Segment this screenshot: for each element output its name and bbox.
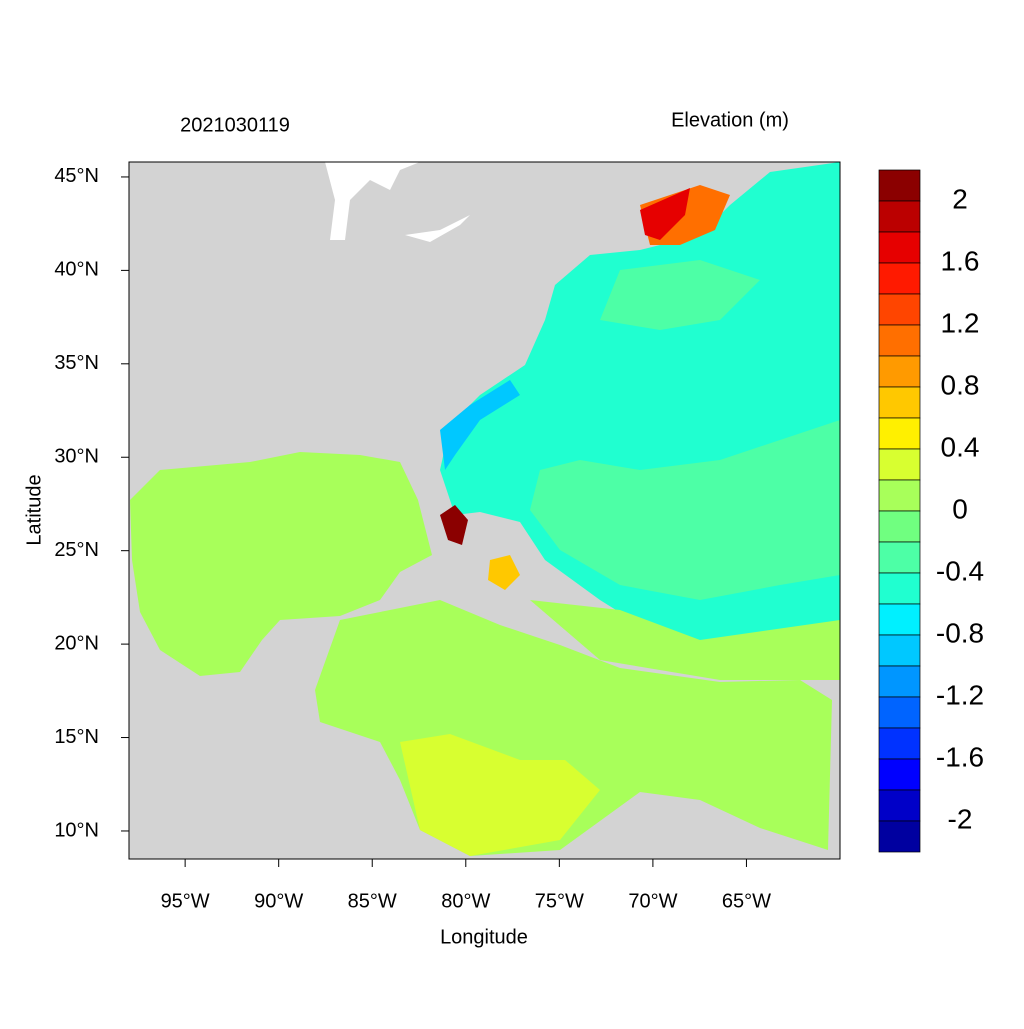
colorbar-box — [878, 758, 921, 791]
great-lakes — [325, 162, 470, 242]
colorbar-label: -0.4 — [936, 555, 984, 586]
colorbar-box — [878, 789, 921, 822]
colorbar-box — [878, 231, 921, 264]
map-title: 2021030119 — [180, 114, 290, 136]
plot-frame — [128, 161, 841, 860]
florida-surge — [440, 505, 468, 545]
colorbar-label: 2 — [952, 183, 968, 214]
colorbar-box — [878, 324, 921, 357]
x-tick-label: 85°W — [348, 890, 397, 912]
colorbar-label: -0.8 — [936, 617, 984, 648]
y-tick-label: 15°N — [54, 726, 99, 748]
x-tick-label: 65°W — [722, 890, 771, 912]
colorbar-box — [878, 448, 921, 481]
y-tick-label: 40°N — [54, 259, 99, 281]
colorbar-label: 0.4 — [941, 431, 980, 462]
colorbar-label: -1.6 — [936, 741, 984, 772]
gulf-of-maine-core — [640, 188, 690, 240]
colorbar-box — [878, 820, 921, 853]
x-tick-label: 95°W — [161, 890, 210, 912]
colorbar-label: -1.2 — [936, 679, 984, 710]
y-axis-label: Latitude — [23, 474, 45, 545]
y-tick-label: 45°N — [54, 165, 99, 187]
y-tick-label: 10°N — [54, 819, 99, 841]
map — [128, 161, 841, 860]
colorbar-label: 0 — [952, 493, 968, 524]
y-tick-label: 25°N — [54, 539, 99, 561]
colorbar-label: -2 — [948, 803, 973, 834]
colorbar-box — [878, 541, 921, 574]
colorbar-box — [878, 479, 921, 512]
x-axis-label: Longitude — [440, 926, 528, 948]
colorbar-box — [878, 510, 921, 543]
x-tick-label: 70°W — [628, 890, 677, 912]
colorbar-box — [878, 417, 921, 450]
colorbar-label: 0.8 — [941, 369, 980, 400]
shelf — [440, 380, 520, 470]
colorbar-label: 1.6 — [941, 245, 980, 276]
bahamas-surge — [488, 555, 520, 590]
colorbar-box — [878, 603, 921, 636]
colorbar-box — [878, 200, 921, 233]
colorbar-label: 1.2 — [941, 307, 980, 338]
colorbar-title: Elevation (m) — [671, 109, 789, 131]
colorbar-box — [878, 665, 921, 698]
colorbar-box — [878, 293, 921, 326]
colorbar-box — [878, 727, 921, 760]
colorbar-box — [878, 262, 921, 295]
colorbar-box — [878, 355, 921, 388]
x-tick-label: 80°W — [441, 890, 490, 912]
x-tick-label: 90°W — [254, 890, 303, 912]
caribbean-south — [400, 734, 600, 856]
x-tick-label: 75°W — [535, 890, 584, 912]
colorbar-box — [878, 696, 921, 729]
atlantic-band — [530, 260, 840, 600]
y-tick-label: 30°N — [54, 446, 99, 468]
gulf-of-mexico — [130, 452, 432, 676]
colorbar-box — [878, 169, 921, 202]
y-tick-label: 20°N — [54, 632, 99, 654]
colorbar-box — [878, 386, 921, 419]
colorbar-box — [878, 572, 921, 605]
colorbar-box — [878, 634, 921, 667]
y-tick-label: 35°N — [54, 352, 99, 374]
